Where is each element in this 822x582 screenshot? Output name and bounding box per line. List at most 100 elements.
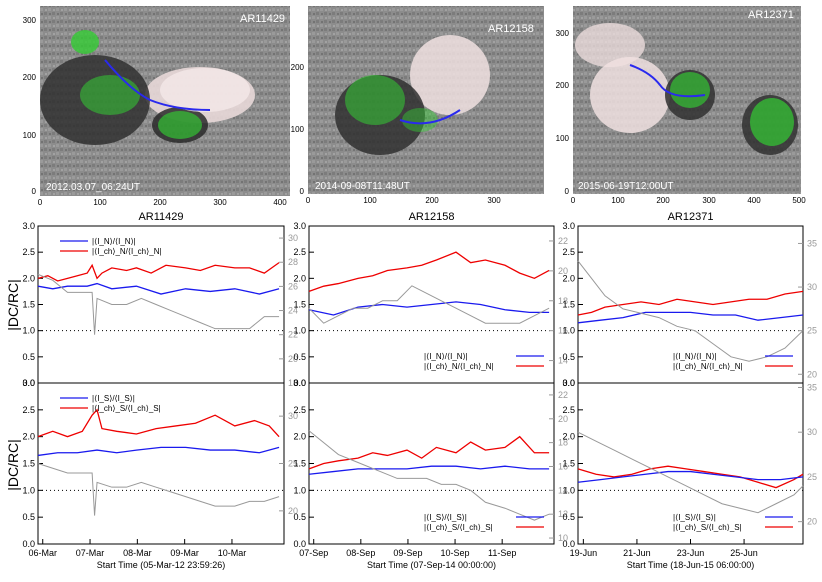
right-tick-label: 30 [807,427,817,437]
legend-label: |⟨I_ch⟩_N/⟨I_ch⟩_N| [92,247,162,256]
y-tick-label: 2.0 [293,432,306,442]
svg-text:0: 0 [300,187,305,196]
chart-panel-1: 0.0 0.5 1.0 1.5 2.0 2.5 3.0 18 20 22 24 26 28 30 AR114… [22,211,298,388]
legend-label: |⟨I_ch⟩_N/⟨I_ch⟩_N| [673,362,743,371]
y-tick-label: 0.5 [562,512,575,522]
series-line-3 [308,285,550,324]
x-tick-label: 11-Sep [488,548,516,558]
y-tick-label: 2.0 [22,273,35,283]
series-line-3 [37,463,280,516]
plot-frame [37,382,285,545]
x-tick-label: 06-Mar [28,548,57,558]
y-tick-label: 0.0 [562,378,575,388]
y-tick-label: 0.0 [22,378,35,388]
x-tick-label: 23-Jun [677,548,705,558]
series-line-2 [577,470,804,483]
chart-title: AR12158 [409,211,455,223]
chart-title: AR12371 [668,211,714,223]
x-tick-label: 07-Mar [76,548,105,558]
y-tick-label: 1.5 [562,459,575,469]
svg-text:400: 400 [273,198,287,207]
svg-text:200: 200 [23,73,37,82]
right-tick-label: 25 [807,326,817,336]
y-tick-label: 2.0 [293,273,306,283]
y-tick-label: 2.0 [22,432,35,442]
x-tick-label: 25-Jun [730,548,758,558]
series-line-3 [308,430,550,521]
right-tick-label: 20 [288,354,298,364]
y-tick-label: 1.5 [22,300,35,310]
svg-text:0: 0 [38,198,43,207]
y-tick-label: 2.0 [562,432,575,442]
y-tick-label: 0.5 [22,352,35,362]
y-tick-label: 0.5 [562,352,575,362]
y-tick-label: 3.0 [22,378,35,388]
magnetogram-timestamp: 2015-06-19T12:00UT [578,181,674,192]
legend-label: |⟨I_N⟩/⟨I_N⟩| [424,352,468,361]
chart-title: AR11429 [138,211,183,223]
series-line-2 [37,282,280,295]
series-line-3 [37,273,280,335]
magnetogram-timestamp: 2012.03.07_06:24UT [46,182,140,193]
svg-text:200: 200 [291,63,305,72]
series-line-1 [577,465,804,489]
legend-label: |⟨I_ch⟩_S/⟨I_ch⟩_S| [673,523,742,532]
x-tick-label: 10-Mar [218,548,247,558]
y-tick-label: 1.5 [293,300,306,310]
x-axis-label: Start Time (05-Mar-12 23:59:26) [97,560,226,570]
y-tick-label: 3.0 [562,378,575,388]
legend-label: |⟨I_ch⟩_N/⟨I_ch⟩_N| [424,362,494,371]
x-tick-label: 08-Sep [346,548,375,558]
right-tick-label: 18 [288,378,298,388]
right-tick-label: 35 [807,382,817,392]
series-line-2 [577,311,804,324]
series-line-3 [577,431,804,514]
x-tick-label: 19-Jun [570,548,598,558]
series-line-2 [37,446,280,457]
y-tick-label: 0.5 [22,512,35,522]
series-line-1 [577,290,804,316]
svg-text:200: 200 [153,198,167,207]
y-tick-label: 1.5 [22,459,35,469]
svg-text:300: 300 [556,29,570,38]
right-tick-label: 20 [288,506,298,516]
y-tick-label: 3.0 [293,378,306,388]
y-tick-label: 1.0 [22,326,35,336]
ylabel-bottom: |DC/RC| [5,439,21,491]
y-tick-label: 0.0 [562,539,575,549]
right-tick-label: 18 [558,296,568,306]
magnetogram-axes-3: 0 100 200 300 400 500 0 100 200 300 [556,29,807,205]
right-tick-label: 22 [558,390,568,400]
legend-label: |⟨I_S⟩/⟨I_S⟩| [92,394,135,403]
x-axis-label: Start Time (18-Jun-15 06:00:00) [627,560,755,570]
right-tick-label: 14 [558,485,568,495]
legend-label: |⟨I_N⟩/⟨I_N⟩| [673,352,717,361]
y-tick-label: 1.0 [22,485,35,495]
magnetogram-1: AR11429 2012.03.07_06:24UT [40,6,290,196]
line-charts: 0.00.51.01.52.02.53.018202224262830AR114… [22,211,817,570]
right-tick-label: 20 [558,414,568,424]
x-tick-label: 21-Jun [623,548,651,558]
legend-label: |⟨I_ch⟩_S/⟨I_ch⟩_S| [92,404,161,413]
series-line-1 [37,408,280,438]
chart-panel-6: 0.0 0.5 1.0 1.5 2.0 2.5 3.0 20 25 30 35 19-Jun 21-Ju… [562,378,817,570]
right-tick-label: 12 [558,509,568,519]
x-tick-label: 08-Mar [123,548,152,558]
x-axis-label: Start Time (07-Sep-14 00:00:00) [367,560,496,570]
x-tick-label: 10-Sep [441,548,470,558]
magnetogram-timestamp: 2014-09-08T11:48UT [315,181,410,192]
right-tick-label: 30 [288,233,298,243]
series-line-2 [308,465,550,475]
y-tick-label: 2.5 [562,247,575,257]
y-tick-label: 2.5 [562,405,575,415]
right-tick-label: 22 [558,236,568,246]
legend-label: |⟨I_N⟩/⟨I_N⟩| [92,237,136,246]
y-tick-label: 1.0 [293,485,306,495]
svg-text:100: 100 [363,196,377,205]
magnetogram-label: AR12371 [748,9,794,21]
right-tick-label: 35 [807,238,817,248]
right-tick-label: 30 [288,411,298,421]
y-tick-label: 0.0 [22,539,35,549]
magnetogram-label: AR12158 [488,23,534,35]
